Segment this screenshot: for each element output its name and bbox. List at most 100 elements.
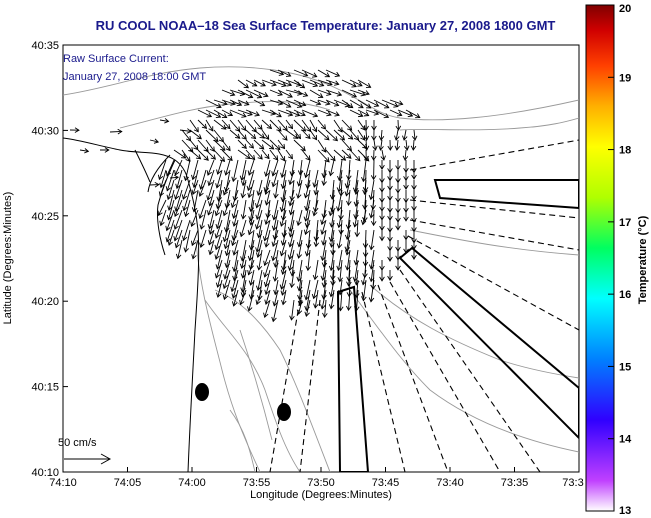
current-arrow [277, 149, 286, 162]
current-arrow [321, 279, 327, 300]
current-arrow [215, 169, 223, 189]
radar-beam-lines [269, 139, 579, 472]
current-arrow [411, 170, 417, 180]
current-arrow [280, 179, 287, 203]
current-arrow [309, 119, 318, 133]
current-arrow [285, 89, 303, 96]
current-arrow [289, 159, 296, 177]
current-arrow [253, 79, 266, 87]
current-arrow [354, 279, 360, 299]
current-arrow [313, 229, 320, 248]
current-arrow [206, 159, 215, 176]
current-arrow [208, 189, 215, 207]
scale-label: 50 cm/s [58, 437, 97, 449]
current-arrow [231, 199, 239, 219]
current-arrow [191, 189, 199, 213]
current-arrow [207, 229, 215, 246]
current-arrow [189, 149, 202, 160]
current-arrow [309, 89, 324, 98]
current-arrow [296, 179, 303, 199]
current-arrow [191, 239, 199, 260]
current-arrow [277, 69, 292, 77]
current-arrow [271, 169, 279, 188]
current-arrow [344, 239, 351, 256]
current-arrow [205, 139, 215, 152]
current-arrow [173, 219, 183, 242]
current-arrow [214, 239, 223, 260]
current-arrow [109, 128, 123, 135]
current-arrow [363, 139, 370, 151]
current-arrow [394, 129, 400, 141]
current-arrow [336, 229, 343, 249]
current-arrow [288, 229, 295, 248]
current-arrow [273, 179, 279, 199]
current-arrow [280, 259, 287, 276]
current-arrow [285, 129, 299, 139]
current-arrow [381, 99, 399, 108]
current-arrow [403, 139, 410, 151]
current-arrow [320, 289, 327, 310]
current-arrow [189, 119, 199, 133]
current-arrow [213, 139, 226, 151]
current-arrow [312, 169, 319, 188]
current-arrow [190, 209, 199, 227]
current-arrow [303, 179, 311, 199]
current-arrow [255, 189, 263, 209]
colorbar-tick-label: 13 [619, 505, 631, 517]
current-arrow [247, 159, 255, 176]
current-arrow [341, 129, 354, 140]
current-arrow [237, 99, 250, 106]
current-arrow [231, 229, 239, 247]
current-arrow [361, 159, 367, 183]
y-tick-label: 40:20 [31, 296, 59, 308]
current-arrow [247, 219, 255, 236]
station-dot-1 [195, 383, 209, 401]
current-arrow [174, 159, 183, 176]
station-dot-2 [277, 403, 291, 421]
current-arrow [253, 139, 265, 150]
current-arrow [197, 139, 209, 153]
current-arrow [379, 210, 385, 221]
current-arrow [293, 69, 309, 77]
current-arrow [281, 219, 288, 238]
current-arrow [213, 109, 228, 118]
current-arrow [237, 129, 247, 140]
current-arrow [297, 159, 304, 176]
chart-title: RU COOL NOAA–18 Sea Surface Temperature:… [95, 18, 556, 33]
current-arrow [159, 118, 170, 124]
current-arrow [362, 199, 368, 223]
current-arrow [330, 259, 336, 281]
current-arrow [208, 239, 215, 256]
colorbar [585, 4, 615, 512]
current-arrow [240, 179, 247, 199]
current-arrow [370, 209, 377, 227]
annotation-line-1: Raw Surface Current: [63, 53, 169, 65]
current-arrow [174, 229, 183, 249]
current-arrow [205, 109, 222, 118]
current-arrow [223, 209, 231, 233]
current-arrow [411, 129, 418, 141]
current-arrow [287, 249, 295, 272]
current-arrow [317, 99, 331, 106]
colorbar-ticks: 20 19 18 17 16 15 14 13 [608, 3, 632, 517]
plot-area [62, 44, 580, 473]
current-arrow [357, 79, 372, 88]
current-arrow [247, 259, 255, 276]
current-arrow [214, 199, 223, 217]
current-arrow [403, 180, 409, 190]
y-tick-label: 40:10 [31, 467, 59, 479]
current-arrow [261, 79, 277, 87]
current-arrow [312, 199, 319, 217]
current-arrow [349, 129, 360, 141]
current-arrow [303, 219, 311, 236]
current-arrow [269, 69, 285, 76]
current-arrow [264, 279, 271, 296]
x-tick-label: 74:05 [114, 477, 142, 489]
current-arrow [208, 219, 215, 235]
coastline [63, 137, 200, 472]
current-arrow [255, 199, 263, 221]
current-arrow [317, 119, 327, 130]
current-arrow [191, 159, 199, 181]
current-arrow [402, 149, 409, 161]
current-arrow [216, 159, 223, 175]
